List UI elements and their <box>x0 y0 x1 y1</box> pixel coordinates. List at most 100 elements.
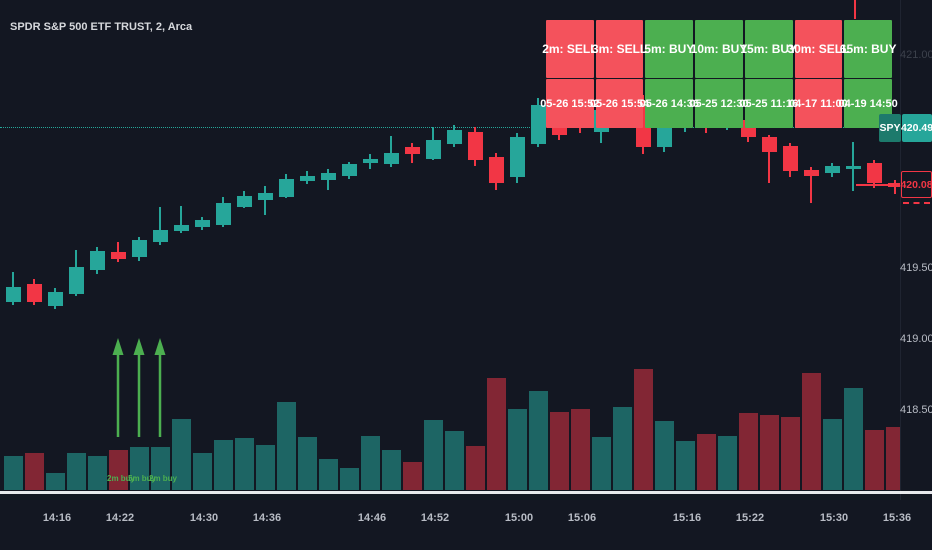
candle-wick <box>180 205 182 233</box>
candle-body <box>320 172 336 180</box>
time-axis-label: 14:52 <box>420 512 450 524</box>
volume-bar <box>486 378 506 490</box>
signal-cell-bg-15m <box>744 20 793 78</box>
signal-time-2m[interactable]: 05-26 15:52 <box>540 97 600 110</box>
candle-wick <box>117 242 119 263</box>
signal-time-bg-10m <box>695 79 743 128</box>
volume-bar <box>276 402 296 490</box>
signal-time-5m[interactable]: 05-26 14:36 <box>639 97 699 110</box>
candle-body <box>89 251 105 270</box>
candle-body <box>383 153 399 165</box>
signal-cell-2m[interactable]: 2m: SELL <box>542 42 598 56</box>
candle-body <box>173 225 189 232</box>
volume-bar <box>738 413 758 490</box>
candle-body <box>47 292 63 307</box>
volume-bar <box>339 468 359 490</box>
axis-divider <box>900 0 901 500</box>
candle-body <box>866 162 882 183</box>
candle-body <box>110 252 126 260</box>
volume-bar <box>549 412 569 490</box>
candle-body <box>530 104 546 145</box>
candle-body <box>782 145 798 172</box>
signal-cell-bg-5m <box>645 20 694 78</box>
candle-body <box>803 170 819 176</box>
pane-separator[interactable] <box>0 491 932 494</box>
symbol-price-tag-label: SPY <box>879 114 901 142</box>
candle-body <box>236 195 252 207</box>
symbol-price-tag-value: 420.49 <box>901 114 932 142</box>
price-axis-label: 419.00 <box>900 333 932 345</box>
candle-body <box>299 175 315 182</box>
volume-bar <box>591 437 611 490</box>
candle-body <box>467 131 483 161</box>
signal-time-30m[interactable]: 04-17 11:00 <box>789 97 848 110</box>
volume-bar <box>87 456 107 490</box>
price-pane[interactable] <box>0 0 900 492</box>
volume-bar <box>423 420 443 490</box>
signal-time-bg-30m <box>794 79 843 128</box>
time-axis[interactable]: 14:16 14:22 14:30 14:36 14:46 14:52 15:00 15:06… <box>0 500 932 550</box>
signal-time-3m[interactable]: 05-26 15:54 <box>589 97 650 110</box>
volume-bar <box>150 447 170 490</box>
signal-cell-10m[interactable]: 10m: BUY <box>690 42 748 56</box>
candle-body <box>68 266 84 294</box>
chart-title[interactable]: SPDR S&P 500 ETF TRUST, 2, Arca <box>10 21 193 33</box>
candle-body <box>845 165 861 169</box>
candle-wick <box>390 135 392 168</box>
volume-bar <box>843 388 863 490</box>
signal-cell-bg-10m <box>695 20 743 78</box>
candle-wick <box>894 180 896 195</box>
candle-body <box>341 164 357 176</box>
top-wick-mark <box>854 0 856 19</box>
candle-body <box>257 192 273 200</box>
time-axis-label: 14:30 <box>189 512 219 524</box>
buy-signal-text: 2m buy <box>107 474 136 483</box>
volume-bar <box>465 446 485 490</box>
time-axis-label: 14:22 <box>105 512 135 524</box>
signal-cell-65m[interactable]: 65m: BUY <box>839 42 897 56</box>
volume-bar <box>612 407 632 490</box>
volume-bar <box>717 436 737 490</box>
volume-bar <box>780 417 800 490</box>
signal-cell-30m[interactable]: 30m: SELL <box>787 42 850 56</box>
volume-bar <box>864 430 884 490</box>
candle-body <box>425 140 441 159</box>
candle-body <box>215 202 231 226</box>
signal-time-bg-15m <box>744 79 793 128</box>
time-axis-label: 15:36 <box>882 512 912 524</box>
signal-time-65m[interactable]: 04-19 14:50 <box>838 97 898 110</box>
volume-bar <box>234 438 254 490</box>
signal-cell-3m[interactable]: 3m: SELL <box>591 42 648 56</box>
candle-body <box>446 130 462 145</box>
last-price-tag-dashes <box>903 202 930 204</box>
time-axis-label: 15:30 <box>819 512 849 524</box>
time-axis-label: 14:16 <box>42 512 72 524</box>
last-price-line <box>856 184 900 186</box>
candle-wick <box>159 206 161 246</box>
buy-signal-text: 5m buy <box>128 474 157 483</box>
volume-bar <box>213 440 233 490</box>
candle-body <box>131 239 147 257</box>
candle-body <box>5 286 21 303</box>
volume-bar <box>633 369 653 490</box>
volume-bar <box>507 409 527 490</box>
candle-wick <box>264 185 266 216</box>
signal-time-bg-3m <box>595 79 644 128</box>
candle-body <box>824 165 840 173</box>
volume-bar <box>297 437 317 490</box>
volume-bar <box>381 450 401 490</box>
signal-time-10m[interactable]: 05-25 12:30 <box>689 97 749 110</box>
volume-bar <box>360 436 380 490</box>
signal-time-15m[interactable]: 05-25 11:16 <box>739 97 799 110</box>
signal-cell-5m[interactable]: 5m: BUY <box>644 42 695 56</box>
price-axis-label: 421.00 <box>900 49 932 61</box>
signal-cell-15m[interactable]: 15m: BUY <box>740 42 798 56</box>
candle-body <box>404 147 420 155</box>
volume-bar <box>654 421 674 490</box>
buy-signal-text: 2m buy <box>149 474 178 483</box>
price-axis-label: 418.50 <box>900 404 932 416</box>
volume-bar <box>108 450 128 490</box>
volume-bar <box>822 419 842 490</box>
